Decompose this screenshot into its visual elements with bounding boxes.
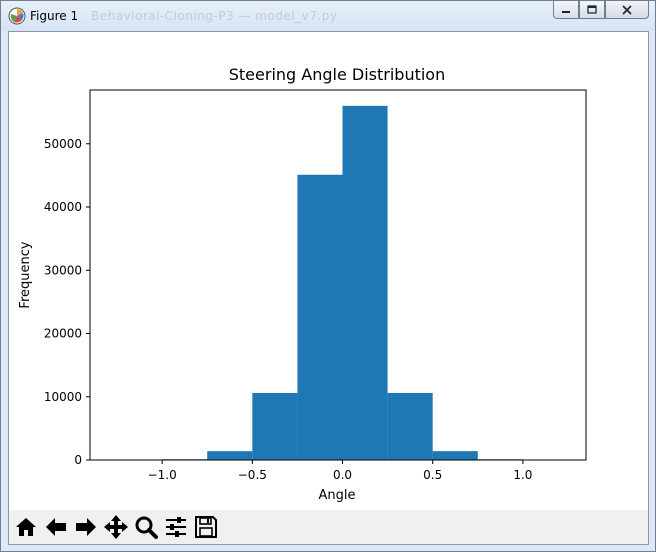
- configure-subplots-button[interactable]: [162, 513, 190, 541]
- y-axis-label: Frequency: [18, 241, 33, 308]
- chart-title: Steering Angle Distribution: [229, 65, 445, 84]
- home-button[interactable]: [12, 513, 40, 541]
- back-arrow-icon: [46, 518, 66, 536]
- histogram-bar-4: [342, 105, 388, 461]
- navigation-toolbar: [9, 510, 648, 544]
- background-window-text: Behavioral-Cloning-P3 — model_v7.py: [91, 9, 338, 23]
- x-tick-label: −1.0: [148, 468, 177, 482]
- y-axis-ticks: 0 10000 20000 30000 40000 50000: [44, 137, 90, 467]
- x-tick-label: 1.0: [513, 468, 532, 482]
- histogram-bar-5: [387, 392, 433, 460]
- histogram-bar-6: [432, 451, 478, 460]
- title-bar[interactable]: Figure 1 Behavioral-Cloning-P3 — model_v…: [1, 1, 655, 31]
- histogram-bar-3: [297, 174, 343, 460]
- window-controls: [553, 1, 649, 21]
- histogram-chart: Steering Angle Distribution −1.0 −0.5 0.0 0…: [18, 65, 587, 503]
- y-tick-label: 20000: [44, 327, 82, 341]
- minimize-icon: [562, 10, 570, 13]
- home-icon: [16, 518, 36, 536]
- x-tick-label: 0.5: [423, 468, 442, 482]
- histogram-bar-2: [252, 392, 298, 460]
- window-title: Figure 1: [30, 9, 79, 23]
- pan-icon: [104, 515, 128, 539]
- save-button[interactable]: [192, 513, 220, 541]
- axes-frame: [89, 89, 587, 461]
- x-tick-label: 0.0: [333, 468, 352, 482]
- matplotlib-logo-icon: [8, 7, 26, 25]
- pan-button[interactable]: [102, 513, 130, 541]
- minimize-button[interactable]: [553, 1, 579, 19]
- figure-canvas-area: Steering Angle Distribution −1.0 −0.5 0.0 0…: [8, 31, 649, 545]
- y-tick-label: 30000: [44, 263, 82, 277]
- close-icon: [622, 4, 632, 15]
- bars-group: [162, 105, 523, 461]
- x-axis-ticks: −1.0 −0.5 0.0 0.5 1.0: [148, 460, 532, 482]
- maximize-button[interactable]: [579, 1, 605, 19]
- save-icon: [195, 516, 217, 538]
- y-tick-label: 0: [74, 453, 82, 467]
- configure-subplots-icon: [166, 517, 186, 537]
- forward-arrow-icon: [76, 518, 96, 536]
- forward-button[interactable]: [72, 513, 100, 541]
- back-button[interactable]: [42, 513, 70, 541]
- y-tick-label: 10000: [44, 390, 82, 404]
- maximize-icon: [587, 4, 597, 14]
- y-tick-label: 50000: [44, 137, 82, 151]
- zoom-icon: [135, 516, 158, 539]
- close-button[interactable]: [605, 1, 649, 19]
- zoom-button[interactable]: [132, 513, 160, 541]
- histogram-bar-1: [207, 451, 253, 460]
- x-tick-label: −0.5: [238, 468, 267, 482]
- x-axis-label: Angle: [319, 488, 356, 503]
- y-tick-label: 40000: [44, 200, 82, 214]
